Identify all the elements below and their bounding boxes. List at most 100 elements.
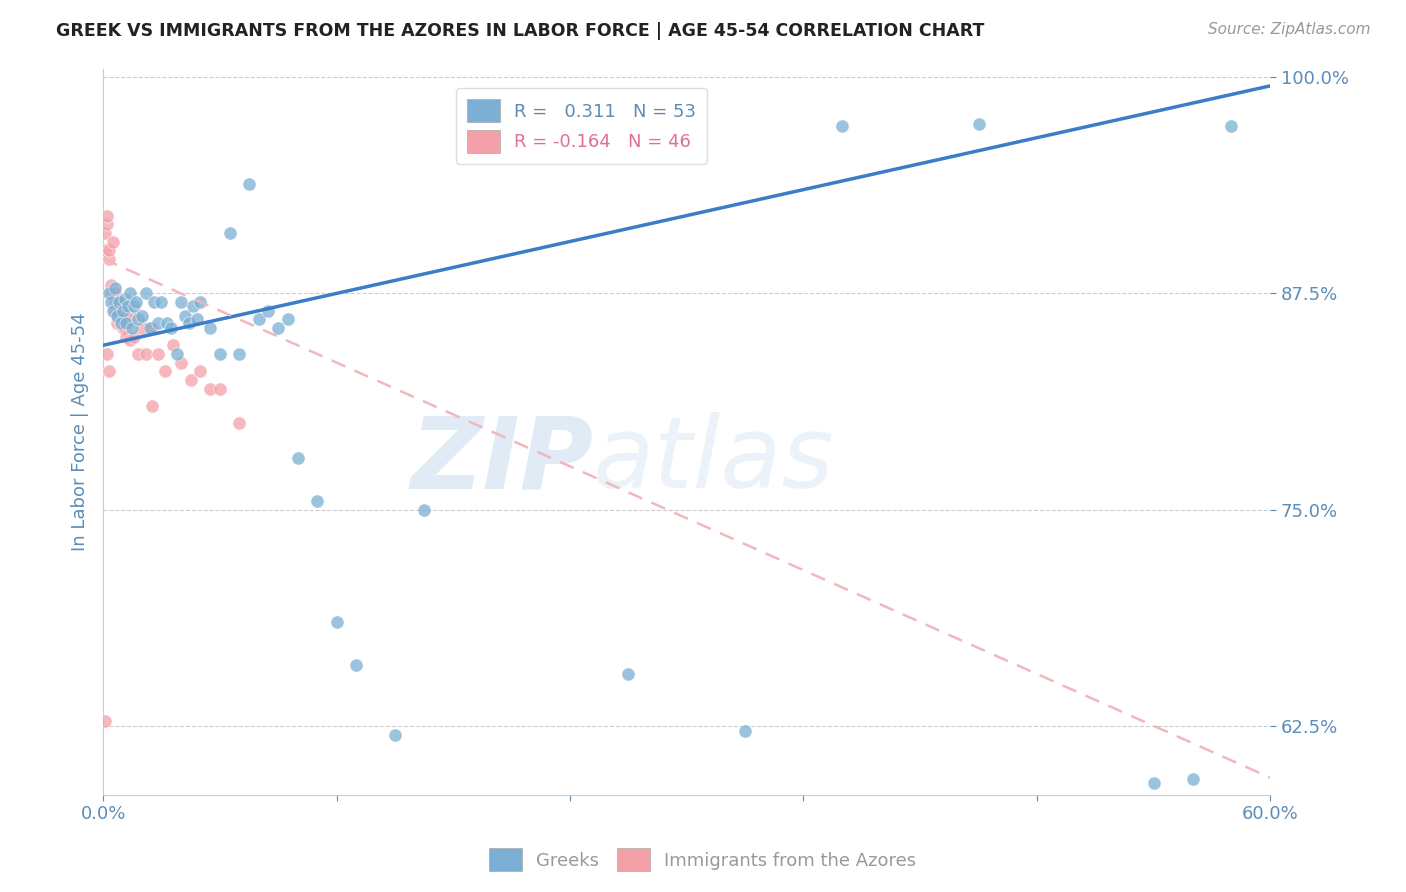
- Point: [104, 303, 127, 318]
- Point: [135, 286, 157, 301]
- Point: [325, 615, 347, 629]
- Point: [287, 450, 309, 465]
- Point: [228, 347, 250, 361]
- Point: [98, 243, 121, 257]
- Point: [177, 316, 200, 330]
- Point: [190, 295, 212, 310]
- Point: [181, 299, 204, 313]
- Y-axis label: In Labor Force | Age 45-54: In Labor Force | Age 45-54: [72, 312, 89, 551]
- Point: [198, 321, 221, 335]
- Text: atlas: atlas: [593, 412, 835, 509]
- Point: [247, 312, 270, 326]
- Point: [180, 373, 202, 387]
- Point: [125, 295, 148, 310]
- Point: [96, 217, 118, 231]
- Point: [94, 714, 117, 728]
- Point: [104, 281, 127, 295]
- Point: [135, 347, 157, 361]
- Point: [208, 382, 231, 396]
- Point: [831, 119, 853, 133]
- Text: Source: ZipAtlas.com: Source: ZipAtlas.com: [1208, 22, 1371, 37]
- Point: [160, 321, 183, 335]
- Point: [115, 329, 138, 343]
- Point: [111, 321, 134, 335]
- Point: [186, 312, 208, 326]
- Point: [173, 309, 195, 323]
- Point: [114, 309, 136, 323]
- Point: [100, 277, 122, 292]
- Point: [1181, 772, 1204, 787]
- Point: [190, 364, 212, 378]
- Point: [344, 658, 367, 673]
- Point: [166, 347, 188, 361]
- Point: [107, 295, 129, 310]
- Point: [141, 399, 163, 413]
- Text: ZIP: ZIP: [411, 412, 593, 509]
- Point: [150, 295, 173, 310]
- Point: [117, 299, 139, 313]
- Point: [155, 364, 177, 378]
- Point: [122, 329, 145, 343]
- Point: [98, 286, 121, 301]
- Point: [121, 321, 143, 335]
- Point: [146, 316, 169, 330]
- Point: [238, 178, 260, 192]
- Point: [384, 727, 406, 741]
- Text: GREEK VS IMMIGRANTS FROM THE AZORES IN LABOR FORCE | AGE 45-54 CORRELATION CHART: GREEK VS IMMIGRANTS FROM THE AZORES IN L…: [56, 22, 984, 40]
- Point: [1220, 119, 1243, 133]
- Point: [208, 347, 231, 361]
- Point: [413, 502, 436, 516]
- Point: [114, 321, 136, 335]
- Point: [267, 321, 290, 335]
- Point: [277, 312, 299, 326]
- Point: [218, 226, 240, 240]
- Point: [110, 316, 132, 330]
- Point: [117, 316, 139, 330]
- Point: [198, 382, 221, 396]
- Point: [114, 292, 136, 306]
- Point: [100, 295, 122, 310]
- Point: [98, 364, 121, 378]
- Point: [107, 295, 129, 310]
- Point: [142, 295, 165, 310]
- Point: [617, 667, 640, 681]
- Point: [111, 312, 134, 326]
- Point: [967, 117, 990, 131]
- Point: [228, 416, 250, 430]
- Point: [257, 303, 280, 318]
- Point: [170, 355, 193, 369]
- Point: [110, 316, 132, 330]
- Point: [96, 209, 118, 223]
- Point: [115, 316, 138, 330]
- Point: [105, 309, 128, 323]
- Point: [94, 243, 117, 257]
- Point: [96, 347, 118, 361]
- Point: [104, 286, 127, 301]
- Point: [1143, 776, 1166, 790]
- Point: [131, 309, 153, 323]
- Point: [170, 295, 193, 310]
- Point: [94, 226, 117, 240]
- Point: [110, 309, 132, 323]
- Point: [162, 338, 184, 352]
- Point: [101, 235, 124, 249]
- Point: [120, 286, 142, 301]
- Point: [156, 316, 179, 330]
- Point: [146, 347, 169, 361]
- Point: [98, 252, 121, 266]
- Point: [107, 303, 129, 318]
- Point: [307, 494, 329, 508]
- Point: [121, 309, 143, 323]
- Point: [122, 299, 145, 313]
- Legend: R =   0.311   N = 53, R = -0.164   N = 46: R = 0.311 N = 53, R = -0.164 N = 46: [457, 88, 707, 164]
- Legend: Greeks, Immigrants from the Azores: Greeks, Immigrants from the Azores: [482, 841, 924, 879]
- Point: [127, 347, 149, 361]
- Point: [120, 333, 142, 347]
- Point: [105, 316, 128, 330]
- Point: [127, 312, 149, 326]
- Point: [111, 303, 134, 318]
- Point: [105, 309, 128, 323]
- Point: [100, 286, 122, 301]
- Point: [141, 321, 163, 335]
- Point: [104, 295, 127, 310]
